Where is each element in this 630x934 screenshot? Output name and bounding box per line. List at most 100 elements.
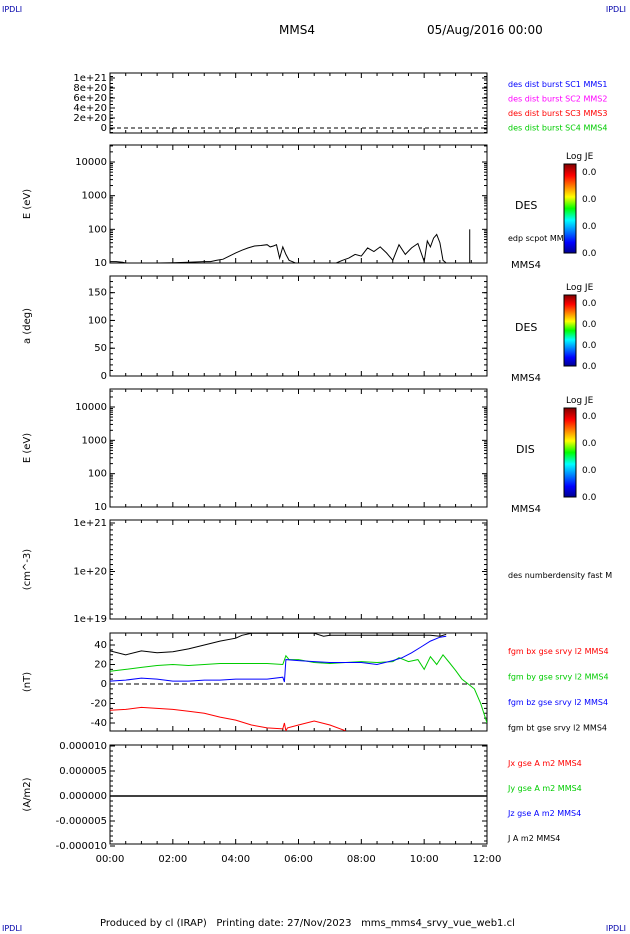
des-energy-bottom-label: MMS4 [511, 260, 541, 271]
spacecraft-title: MMS4 [279, 23, 315, 37]
dis-energy-colorbar-tick: 0.0 [582, 439, 597, 449]
des-pitch-ylabel: a (deg) [22, 308, 33, 344]
burst-panel-tick-label: 6e+20 [73, 93, 107, 104]
des-pitch-label: DES [515, 321, 537, 334]
dis-energy-label: DIS [516, 443, 535, 456]
des-pitch-bottom-label: MMS4 [511, 373, 541, 384]
density-tick-label: 1e+19 [73, 614, 107, 625]
des-energy-tick-label: 10 [94, 258, 107, 269]
fgm-legend-entry: fgm bz gse srvy l2 MMS4 [508, 698, 608, 707]
scpot-series-label: edp scpot MMS4 [508, 234, 574, 243]
corner-label-bottom-right: IPDLI [605, 924, 626, 933]
x-tick-label: 04:00 [221, 854, 250, 865]
density-series-label: des numberdensity fast M [508, 571, 612, 580]
dis-energy-tick-label: 10 [94, 502, 107, 513]
burst-panel-tick-label: 0 [101, 123, 107, 134]
des-energy-colorbar-tick: 0.0 [582, 249, 597, 259]
des-energy-ylabel: E (eV) [22, 189, 33, 219]
des-pitch-tick-label: 100 [88, 315, 107, 326]
dis-energy-colorbar [563, 407, 577, 498]
fgm-series-line [110, 633, 447, 656]
burst-panel-tick-label: 1e+21 [73, 73, 107, 84]
des-pitch-colorbar [563, 294, 577, 367]
current-legend-entry: Jy gse A m2 MMS4 [507, 784, 582, 793]
corner-label-top-right: IPDLI [605, 5, 626, 14]
x-tick-label: 00:00 [96, 854, 125, 865]
panel-frame-4 [109, 388, 488, 508]
legend-entry: des dist burst SC2 MMS2 [508, 95, 607, 104]
current-tick-label: 0.000000 [59, 791, 107, 802]
fgm-series-line [110, 653, 487, 724]
density-ylabel: (cm^-3) [22, 549, 33, 590]
des-energy-colorbar-tick: 0.0 [582, 168, 597, 178]
current-tick-label: -0.000005 [56, 816, 107, 827]
footer-printing-date: Printing date: 27/Nov/2023 [216, 918, 352, 929]
des-energy-colorbar-tick: 0.0 [582, 195, 597, 205]
des-pitch-tick-label: 150 [88, 288, 107, 299]
x-tick-label: 10:00 [410, 854, 439, 865]
x-tick-label: 12:00 [473, 854, 502, 865]
des-energy-colorbar-tick: 0.0 [582, 222, 597, 232]
panel-frame-6 [109, 632, 488, 732]
des-energy-tick-label: 10000 [75, 157, 107, 168]
scpot-line [110, 233, 447, 264]
density-tick-label: 1e+20 [73, 567, 107, 578]
dis-energy-colorbar-tick: 0.0 [582, 466, 597, 476]
corner-label-bottom-left: IPDLI [2, 924, 23, 933]
fgm-ylabel: (nT) [22, 672, 33, 692]
fgm-tick-label: 40 [94, 640, 107, 651]
panel-frame-1 [109, 72, 488, 134]
panel-frame-5 [109, 519, 488, 620]
current-tick-label: 0.000010 [59, 741, 107, 752]
fgm-legend-entry: fgm bt gse srvy l2 MMS4 [508, 724, 607, 733]
des-energy-colorbar-title: Log JE [566, 152, 594, 162]
burst-panel-tick-label: 2e+20 [73, 113, 107, 124]
des-pitch-colorbar-tick: 0.0 [582, 341, 597, 351]
fgm-tick-label: -40 [91, 718, 107, 729]
datetime-title: 05/Aug/2016 00:00 [427, 23, 543, 37]
current-tick-label: 0.000005 [59, 766, 107, 777]
des-pitch-colorbar-tick: 0.0 [582, 320, 597, 330]
fgm-legend-entry: fgm by gse srvy l2 MMS4 [508, 673, 609, 682]
dis-energy-tick-label: 100 [88, 469, 107, 480]
panel-frame-3 [109, 275, 488, 377]
dis-energy-colorbar-title: Log JE [566, 396, 594, 406]
current-tick-label: -0.000010 [56, 841, 107, 852]
des-pitch-colorbar-title: Log JE [566, 283, 594, 293]
fgm-series-line [110, 635, 447, 683]
dis-energy-bottom-label: MMS4 [511, 504, 541, 515]
x-tick-label: 06:00 [284, 854, 313, 865]
dis-energy-ylabel: E (eV) [22, 433, 33, 463]
x-tick-label: 02:00 [158, 854, 187, 865]
dis-energy-colorbar-tick: 0.0 [582, 412, 597, 422]
panel-frame-7 [109, 744, 488, 845]
dis-energy-colorbar-tick: 0.0 [582, 493, 597, 503]
corner-label-top-left: IPDLI [2, 5, 23, 14]
legend-entry: des dist burst SC1 MMS1 [508, 80, 607, 89]
dis-energy-tick-label: 10000 [75, 402, 107, 413]
footer-filename: mms_mms4_srvy_vue_web1.cl [361, 918, 515, 929]
current-legend-entry: Jx gse A m2 MMS4 [507, 759, 582, 768]
legend-entry: des dist burst SC4 MMS4 [508, 124, 607, 133]
des-energy-colorbar [563, 163, 577, 254]
x-tick-label: 08:00 [347, 854, 376, 865]
des-pitch-colorbar-tick: 0.0 [582, 299, 597, 309]
des-energy-tick-label: 100 [88, 224, 107, 235]
current-ylabel: (A/m2) [22, 777, 33, 811]
des-energy-label: DES [515, 199, 537, 212]
fgm-tick-label: 0 [101, 679, 107, 690]
footer-produced-by: Produced by cl (IRAP) [100, 918, 207, 929]
footer: Produced by cl (IRAP) Printing date: 27/… [100, 918, 515, 929]
dis-energy-tick-label: 1000 [82, 435, 107, 446]
burst-panel-tick-label: 8e+20 [73, 83, 107, 94]
des-pitch-colorbar-tick: 0.0 [582, 362, 597, 372]
density-tick-label: 1e+21 [73, 518, 107, 529]
current-legend-entry: J A m2 MMS4 [507, 834, 560, 843]
fgm-tick-label: 20 [94, 660, 107, 671]
legend-entry: des dist burst SC3 MMS3 [508, 109, 607, 118]
fgm-legend-entry: fgm bx gse srvy l2 MMS4 [508, 647, 609, 656]
fgm-series-line [110, 706, 346, 731]
burst-panel-tick-label: 4e+20 [73, 103, 107, 114]
des-energy-tick-label: 1000 [82, 191, 107, 202]
